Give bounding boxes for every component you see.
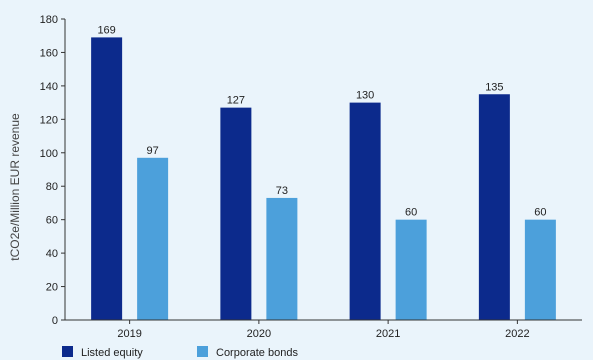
x-tick-label: 2020 bbox=[247, 328, 271, 340]
y-tick-label: 100 bbox=[40, 148, 58, 160]
legend-label: Corporate bonds bbox=[216, 347, 298, 359]
data-label: 60 bbox=[405, 207, 417, 219]
y-tick-label: 20 bbox=[46, 282, 58, 294]
y-tick-label: 180 bbox=[40, 14, 58, 26]
data-label: 169 bbox=[97, 24, 115, 36]
x-tick-label: 2019 bbox=[117, 328, 141, 340]
data-label: 135 bbox=[485, 81, 503, 93]
bar-listed-equity-2021 bbox=[349, 102, 381, 320]
legend-swatch bbox=[62, 346, 73, 357]
data-label: 97 bbox=[147, 145, 159, 157]
y-tick-label: 160 bbox=[40, 47, 58, 59]
data-label: 127 bbox=[227, 95, 245, 107]
y-tick-label: 140 bbox=[40, 81, 58, 93]
bar-listed-equity-2022 bbox=[478, 94, 510, 320]
data-label: 60 bbox=[534, 207, 546, 219]
legend-swatch bbox=[197, 346, 208, 357]
y-tick-label: 60 bbox=[46, 215, 58, 227]
y-tick-label: 0 bbox=[52, 315, 58, 327]
y-tick-label: 80 bbox=[46, 181, 58, 193]
y-tick-label: 120 bbox=[40, 114, 58, 126]
y-tick-label: 40 bbox=[46, 248, 58, 260]
x-tick-label: 2021 bbox=[376, 328, 400, 340]
bar-corporate-bonds-2019 bbox=[137, 157, 169, 320]
legend: Listed equity Corporate bonds bbox=[62, 346, 298, 359]
data-label: 73 bbox=[276, 185, 288, 197]
x-tick-label: 2022 bbox=[505, 328, 529, 340]
bar-corporate-bonds-2022 bbox=[524, 219, 556, 320]
bar-corporate-bonds-2020 bbox=[266, 197, 298, 320]
y-axis-title: tCO2e/Million EUR revenue bbox=[8, 113, 22, 261]
data-label: 130 bbox=[356, 90, 374, 102]
legend-label: Listed equity bbox=[81, 347, 143, 359]
y-axis: 0 20 40 60 80 100 120 140 160 180 bbox=[40, 14, 65, 327]
x-axis: 2019 2020 2021 2022 bbox=[117, 320, 530, 340]
bar-corporate-bonds-2021 bbox=[395, 219, 427, 320]
bar-listed-equity-2019 bbox=[91, 37, 123, 321]
bar-listed-equity-2020 bbox=[220, 107, 252, 320]
plot-area: 169 97 127 73 130 60 135 60 bbox=[91, 24, 556, 321]
